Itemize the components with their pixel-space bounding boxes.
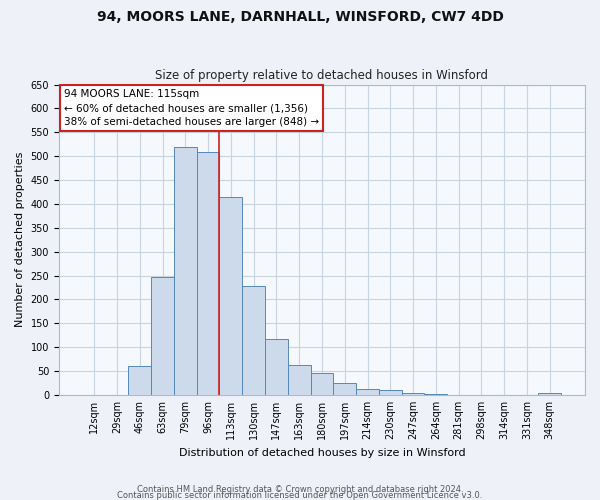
Bar xyxy=(401,392,424,395)
Bar xyxy=(128,366,151,395)
Bar xyxy=(174,146,197,395)
Text: 94, MOORS LANE, DARNHALL, WINSFORD, CW7 4DD: 94, MOORS LANE, DARNHALL, WINSFORD, CW7 … xyxy=(97,10,503,24)
Text: 94 MOORS LANE: 115sqm
← 60% of detached houses are smaller (1,356)
38% of semi-d: 94 MOORS LANE: 115sqm ← 60% of detached … xyxy=(64,89,319,127)
Bar xyxy=(197,152,220,395)
Title: Size of property relative to detached houses in Winsford: Size of property relative to detached ho… xyxy=(155,69,488,82)
X-axis label: Distribution of detached houses by size in Winsford: Distribution of detached houses by size … xyxy=(179,448,465,458)
Text: Contains public sector information licensed under the Open Government Licence v3: Contains public sector information licen… xyxy=(118,490,482,500)
Bar xyxy=(311,374,334,395)
Bar xyxy=(151,276,174,395)
Bar xyxy=(379,390,401,395)
Bar xyxy=(220,197,242,395)
Bar xyxy=(265,339,288,395)
Bar xyxy=(288,365,311,395)
Y-axis label: Number of detached properties: Number of detached properties xyxy=(15,152,25,328)
Bar xyxy=(356,388,379,395)
Bar xyxy=(538,394,561,395)
Text: Contains HM Land Registry data © Crown copyright and database right 2024.: Contains HM Land Registry data © Crown c… xyxy=(137,484,463,494)
Bar xyxy=(242,286,265,395)
Bar xyxy=(334,384,356,395)
Bar xyxy=(424,394,447,395)
